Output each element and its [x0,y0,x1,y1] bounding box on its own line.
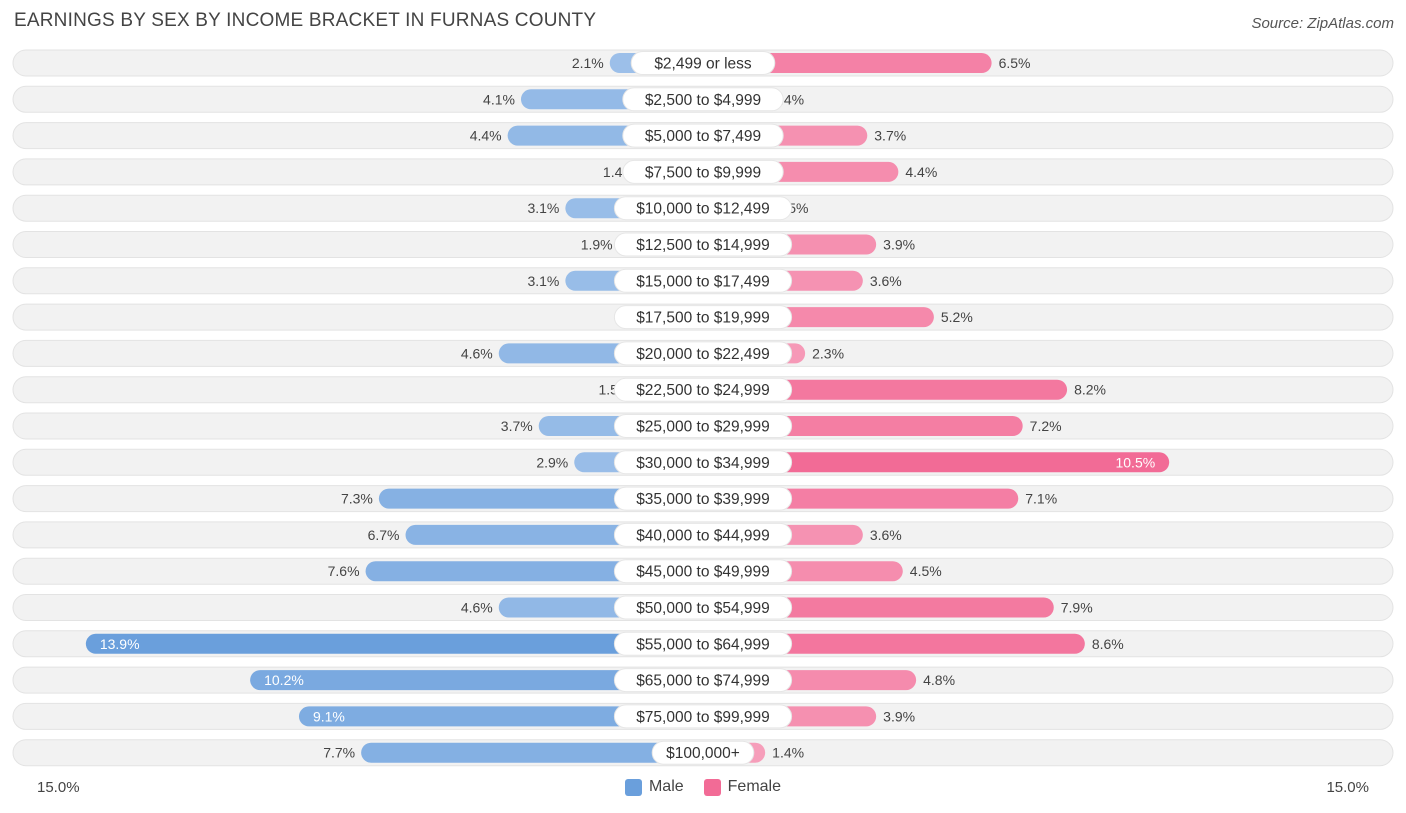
male-value-label: 2.1% [572,55,604,71]
female-value-label: 6.5% [999,55,1031,71]
legend-female-label: Female [727,778,782,795]
male-bar [250,670,703,691]
female-value-label: 1.4% [772,745,804,761]
female-value-label: 8.6% [1092,636,1124,652]
male-bar [361,742,703,763]
category-pill [613,268,793,293]
category-pill [622,123,784,148]
category-label: $100,000+ [666,745,740,762]
category-pill [613,450,793,475]
male-value-label: 4.1% [483,91,515,107]
female-value-label: 3.9% [883,237,915,253]
male-bar [298,706,703,727]
axis-right-label: 15.0% [1326,779,1369,796]
category-label: $12,500 to $14,999 [636,237,770,254]
female-value-label: 5.2% [941,309,973,325]
male-value-label: 13.9% [100,636,140,652]
axis-left-label: 15.0% [37,779,80,796]
category-label: $45,000 to $49,999 [636,564,770,581]
male-value-label: 4.6% [461,345,493,361]
category-label: $50,000 to $54,999 [636,600,770,617]
category-pill [630,51,776,75]
category-label: $20,000 to $22,499 [636,346,770,363]
category-label: $40,000 to $44,999 [636,527,770,544]
category-pill [613,559,793,584]
category-pill [622,159,784,184]
category-pill [613,341,793,366]
category-label: $17,500 to $19,999 [636,310,770,327]
category-pill [613,595,793,620]
male-value-label: 1.9% [581,237,613,253]
male-value-label: 3.1% [527,273,559,289]
category-pill [651,740,755,765]
female-value-label: 3.6% [870,527,902,543]
male-value-label: 2.9% [536,454,568,470]
category-label: $2,500 to $4,999 [645,92,761,109]
legend-item-male[interactable]: Male [624,778,684,796]
category-label: $55,000 to $64,999 [636,636,770,653]
male-value-label: 7.7% [323,745,355,761]
male-value-label: 3.1% [527,200,559,216]
female-value-label: 2.3% [812,345,844,361]
female-value-label: 7.1% [1025,491,1057,507]
category-pill [613,631,793,656]
category-label: $10,000 to $12,499 [636,201,770,218]
category-label: $2,499 or less [654,56,752,73]
category-pill [622,87,784,112]
male-swatch-icon [624,778,642,796]
legend-item-female[interactable]: Female [703,778,782,796]
female-value-label: 10.5% [1115,454,1155,470]
category-pill [613,522,793,547]
male-value-label: 9.1% [313,708,345,724]
female-value-label: 3.7% [874,128,906,144]
chart-title: Earnings by Sex by Income Bracket in Fur… [14,10,597,31]
category-pill [613,414,793,438]
female-bar [703,633,1085,654]
male-bar [85,633,704,654]
female-bar [703,53,992,73]
female-bar [703,452,1170,473]
legend-male-label: Male [648,778,684,795]
category-pill [613,232,793,257]
legend: Male Female [0,778,1406,796]
category-pill [613,668,793,693]
female-value-label: 3.6% [870,273,902,289]
female-value-label: 4.5% [910,563,942,579]
category-label: $15,000 to $17,499 [636,273,770,290]
male-value-label: 3.7% [501,418,533,434]
male-value-label: 4.4% [470,128,502,144]
male-value-label: 6.7% [368,527,400,543]
female-value-label: 7.2% [1030,418,1062,434]
female-value-label: 7.9% [1061,600,1093,616]
category-pill [613,377,793,402]
category-pill [613,704,793,729]
category-label: $65,000 to $74,999 [636,673,770,690]
female-value-label: 4.8% [923,672,955,688]
category-pill [613,305,793,330]
male-value-label: 7.6% [328,563,360,579]
category-label: $75,000 to $99,999 [636,709,770,726]
category-label: $25,000 to $29,999 [636,419,770,436]
female-value-label: 3.9% [883,708,915,724]
category-label: $35,000 to $39,999 [636,491,770,508]
male-value-label: 4.6% [461,600,493,616]
female-swatch-icon [703,778,721,796]
source-note: Source: ZipAtlas.com [1251,15,1394,32]
category-pill [613,486,793,511]
female-value-label: 4.4% [905,164,937,180]
category-label: $22,500 to $24,999 [636,382,770,399]
category-pill [613,196,793,221]
category-label: $5,000 to $7,499 [645,128,761,145]
male-value-label: 7.3% [341,491,373,507]
male-value-label: 10.2% [264,672,304,688]
female-bar [703,379,1068,400]
female-value-label: 8.2% [1074,382,1106,398]
category-label: $7,500 to $9,999 [645,164,761,181]
category-label: $30,000 to $34,999 [636,455,770,472]
